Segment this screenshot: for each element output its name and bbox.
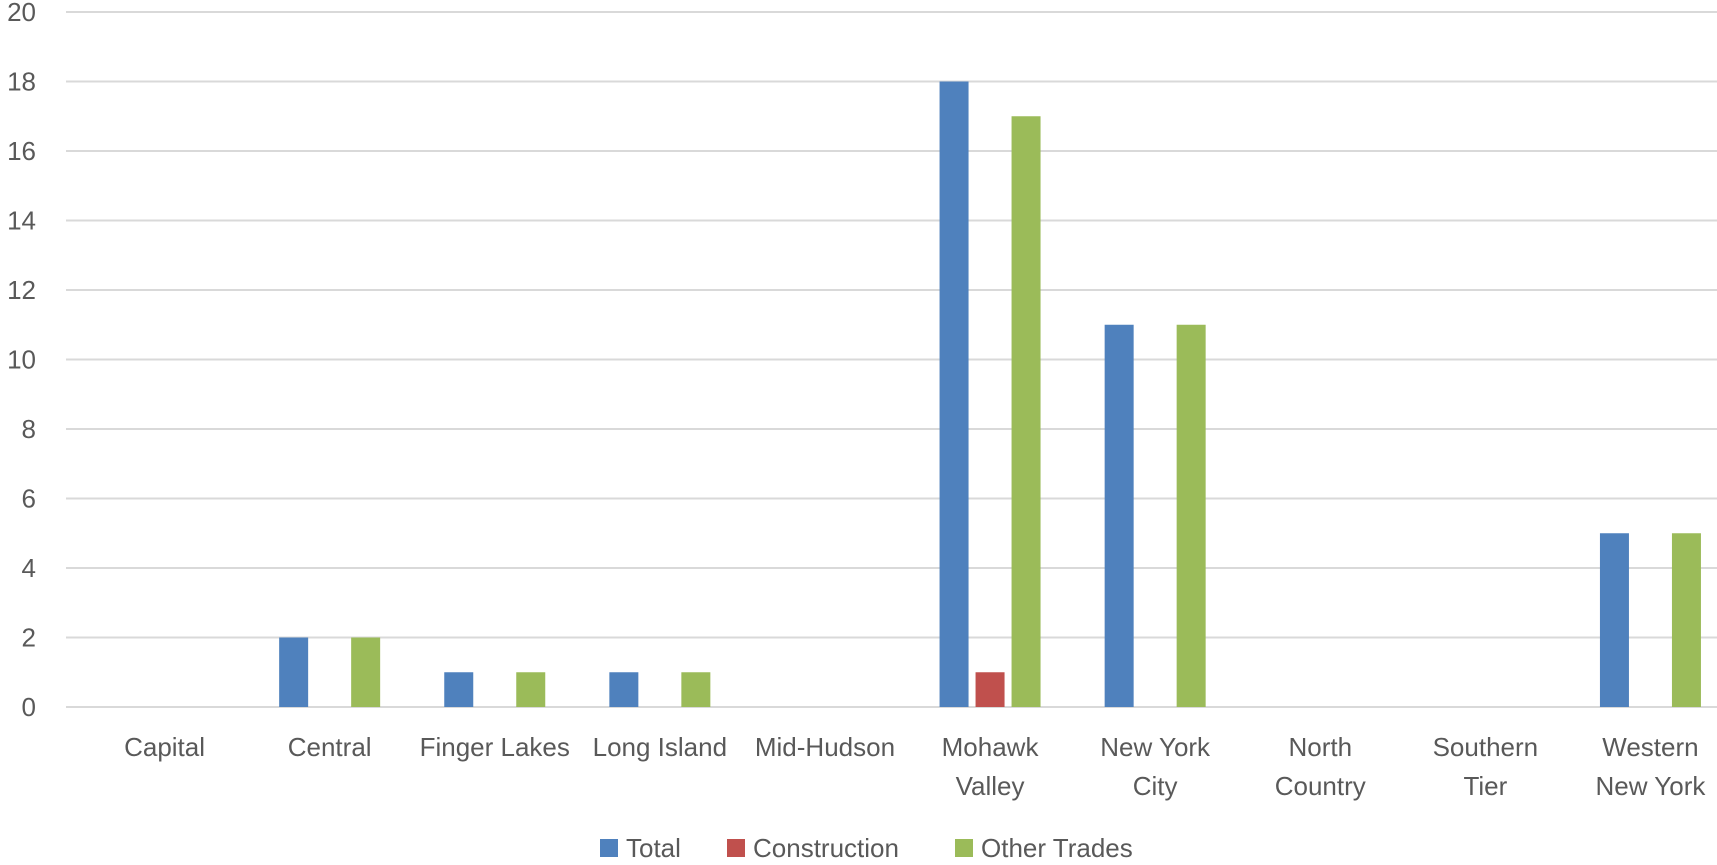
y-tick-label: 14 — [7, 206, 36, 236]
x-tick-label: Southern — [1433, 732, 1539, 762]
y-tick-label: 4 — [22, 553, 36, 583]
bars — [279, 81, 1701, 707]
x-tick-label: Central — [288, 732, 372, 762]
y-tick-label: 8 — [22, 414, 36, 444]
bar-total — [609, 672, 639, 707]
x-tick-label: Finger Lakes — [420, 732, 570, 762]
x-tick-label: Tier — [1463, 771, 1507, 801]
y-tick-label: 2 — [22, 623, 36, 653]
x-tick-label: New York — [1100, 732, 1211, 762]
legend-swatch-other-trades — [955, 839, 973, 857]
x-tick-label: Mohawk — [942, 732, 1040, 762]
legend-swatch-total — [600, 839, 618, 857]
bar-other-trades — [681, 672, 711, 707]
x-tick-label: Western — [1602, 732, 1698, 762]
bar-other-trades — [351, 637, 381, 707]
bar-total — [279, 637, 309, 707]
x-tick-label: New York — [1596, 771, 1707, 801]
y-tick-label: 0 — [22, 692, 36, 722]
x-axis-labels: Capital Central Finger Lakes Long Island Mid… — [124, 732, 1706, 801]
x-tick-label: Capital — [124, 732, 205, 762]
legend-swatch-construction — [727, 839, 745, 857]
x-tick-label: Mid-Hudson — [755, 732, 895, 762]
legend-label: Total — [626, 833, 681, 863]
y-tick-label: 12 — [7, 275, 36, 305]
y-axis-ticks: 0 2 4 6 8 10 12 14 16 18 20 — [7, 0, 36, 722]
bar-total — [444, 672, 474, 707]
y-tick-label: 18 — [7, 67, 36, 97]
x-tick-label: Country — [1275, 771, 1366, 801]
bar-other-trades — [1176, 324, 1206, 707]
bar-total — [1104, 324, 1134, 707]
bar-other-trades — [516, 672, 546, 707]
gridlines — [66, 11, 1717, 708]
y-tick-label: 10 — [7, 345, 36, 375]
bar-other-trades — [1011, 116, 1041, 707]
x-tick-label: City — [1133, 771, 1178, 801]
x-tick-label: North — [1288, 732, 1352, 762]
legend-label: Other Trades — [981, 833, 1133, 863]
bar-total — [939, 81, 969, 707]
x-tick-label: Long Island — [593, 732, 727, 762]
legend: Total Construction Other Trades — [600, 833, 1133, 863]
y-tick-label: 16 — [7, 136, 36, 166]
y-tick-label: 6 — [22, 484, 36, 514]
bar-other-trades — [1671, 533, 1701, 707]
bar-construction — [975, 672, 1005, 707]
x-tick-label: Valley — [956, 771, 1025, 801]
legend-label: Construction — [753, 833, 899, 863]
y-tick-label: 20 — [7, 0, 36, 27]
bar-total — [1599, 533, 1629, 707]
